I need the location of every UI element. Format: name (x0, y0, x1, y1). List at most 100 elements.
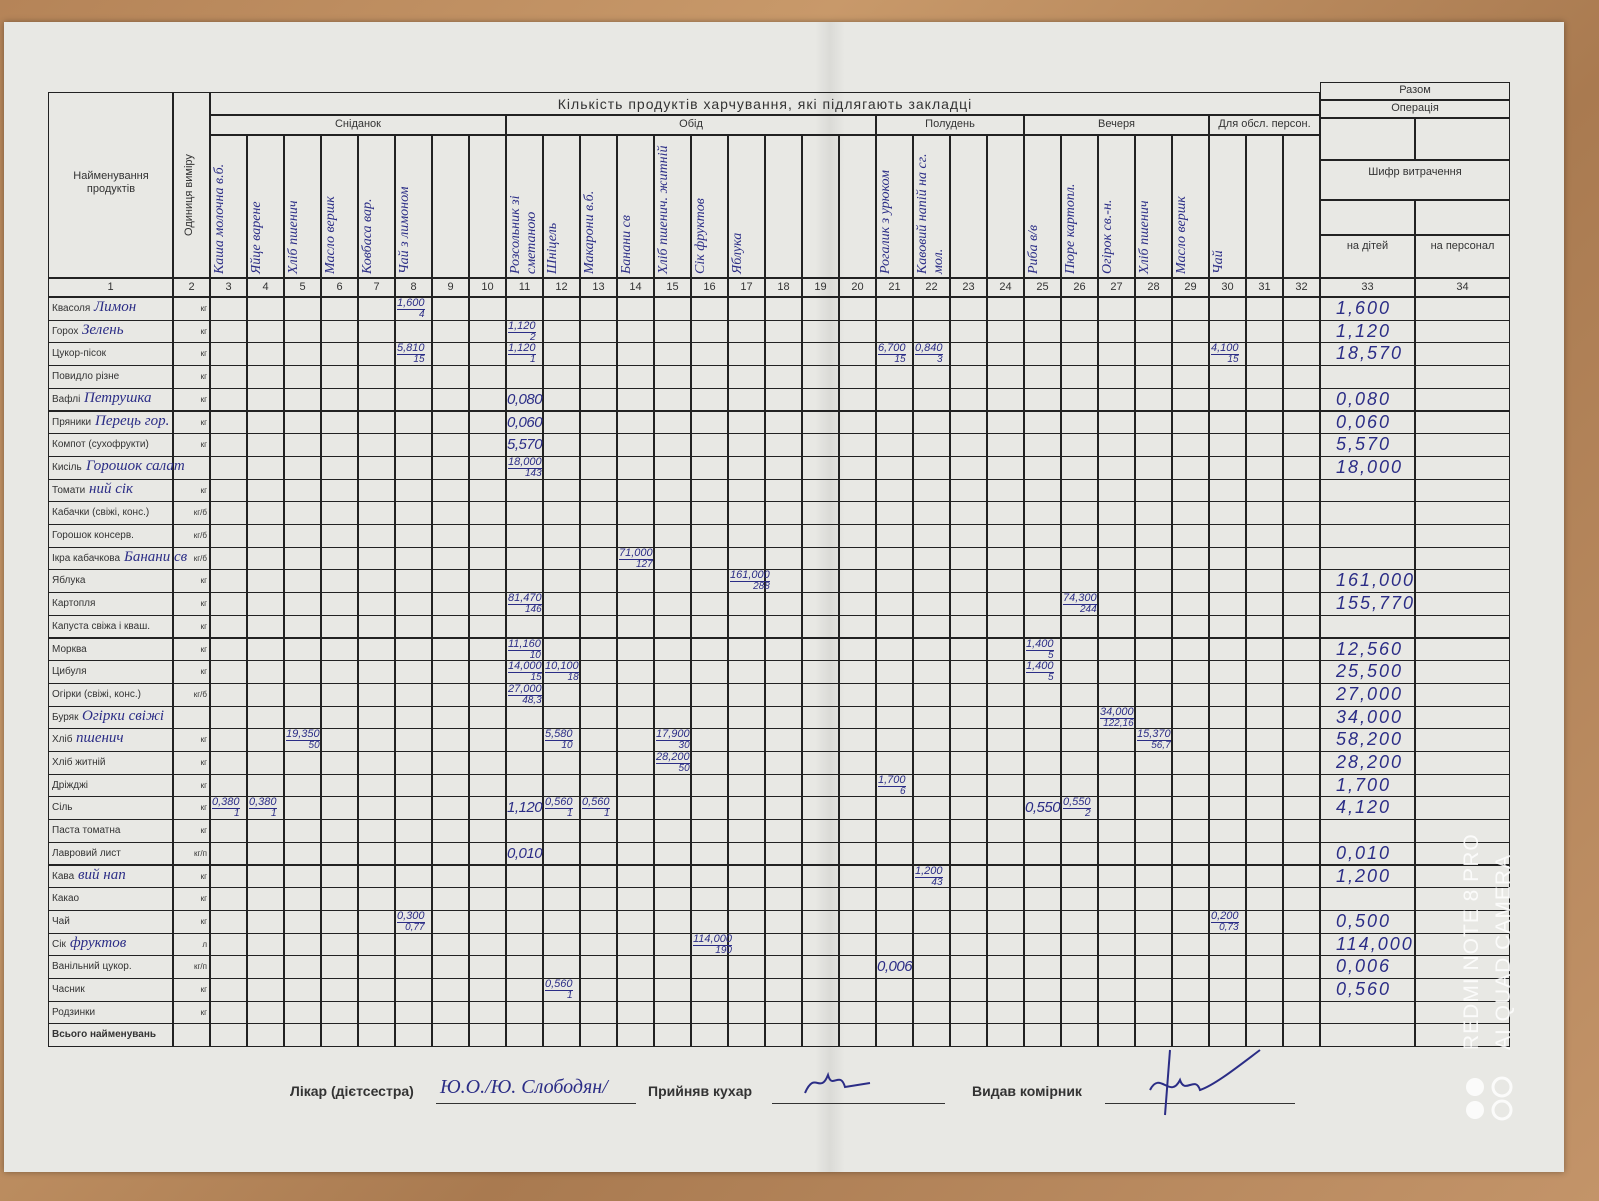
table-cell (802, 887, 839, 911)
column-number: 27 (1110, 281, 1123, 293)
total-for-children: 18,000 (1336, 456, 1404, 477)
table-cell (247, 978, 284, 1002)
table-cell (987, 955, 1024, 979)
table-cell (432, 387, 469, 412)
table-cell (654, 909, 691, 934)
table-cell (1172, 1000, 1209, 1025)
table-cell (1283, 705, 1320, 730)
table-cell (950, 1023, 987, 1048)
table-cell (284, 524, 321, 548)
table-cell (580, 909, 617, 934)
table-cell (580, 841, 617, 866)
column-number-cell (321, 278, 358, 297)
table-cell (432, 660, 469, 684)
table-cell (617, 524, 654, 548)
table-cell (506, 819, 543, 843)
table-cell (913, 569, 950, 594)
quantity-fraction: 1,600 4 (397, 298, 425, 320)
table-cell (802, 569, 839, 594)
table-cell (654, 455, 691, 480)
table-cell (284, 319, 321, 344)
product-unit: кг (200, 916, 207, 926)
table-cell (358, 433, 395, 457)
table-cell (1172, 819, 1209, 843)
table-cell (987, 682, 1024, 707)
quantity-per: 43 (931, 876, 943, 888)
table-cell (395, 864, 432, 889)
quantity-value: 0,560 (545, 978, 573, 991)
dish-column-7 (358, 135, 395, 278)
table-cell (1061, 455, 1098, 480)
table-cell (580, 387, 617, 412)
table-cell (1135, 319, 1172, 344)
quantity-per: 1 (529, 354, 536, 366)
table-cell (506, 614, 543, 639)
table-cell (950, 751, 987, 775)
table-cell (395, 819, 432, 843)
quantity-value: 0,380 (212, 796, 240, 810)
table-cell (210, 909, 247, 934)
table-cell (543, 569, 580, 594)
table-cell (1283, 524, 1320, 548)
table-cell (358, 796, 395, 821)
column-number-cell (1098, 278, 1135, 297)
column-number: 29 (1184, 281, 1197, 293)
dish-column-25 (1024, 135, 1061, 278)
handwritten-product-name: Лимон (94, 299, 137, 315)
table-cell (950, 592, 987, 616)
table-cell (506, 978, 543, 1002)
product-name: Хліб (52, 734, 73, 746)
table-cell (1061, 524, 1098, 548)
total-for-children: 27,000 (1336, 683, 1404, 704)
table-cell (1061, 682, 1098, 707)
table-cell (469, 682, 506, 707)
table-cell (987, 773, 1024, 798)
table-cell (506, 751, 543, 775)
table-cell (358, 978, 395, 1002)
table-cell (1209, 614, 1246, 639)
table-cell (432, 796, 469, 821)
quantity-value: 114,000 (693, 932, 732, 946)
table-cell (765, 705, 802, 730)
table-cell (210, 614, 247, 639)
dish-column-11 (506, 135, 543, 278)
table-cell (1061, 637, 1098, 662)
table-cell (691, 569, 728, 594)
table-cell (395, 1000, 432, 1025)
table-cell (876, 546, 913, 571)
meal-group-0 (210, 115, 506, 135)
quantity-fraction: 4,100 15 (1211, 343, 1239, 365)
table-cell (1246, 751, 1283, 775)
table-cell (580, 864, 617, 889)
table-cell (987, 1000, 1024, 1025)
table-cell (543, 410, 580, 435)
product-unit: кг/п (194, 962, 207, 972)
column-number: 13 (592, 281, 605, 293)
table-cell (580, 932, 617, 957)
product-name: Буряк (52, 711, 79, 723)
table-cell (1061, 932, 1098, 957)
dish-name: Хліб пшенич (1137, 200, 1152, 275)
column-number: 19 (814, 281, 827, 293)
table-cell (913, 955, 950, 979)
total-for-children: 25,500 (1336, 661, 1404, 682)
product-unit: кг (200, 417, 207, 427)
column-number: 7 (373, 281, 380, 293)
table-cell (358, 751, 395, 775)
table-cell (691, 773, 728, 798)
table-cell (543, 365, 580, 389)
table-cell (691, 297, 728, 321)
meal-group-1 (506, 115, 876, 135)
table-cell (284, 365, 321, 389)
table-cell (1024, 909, 1061, 934)
quantity-fraction: 71,000 127 (619, 547, 653, 570)
table-cell (728, 705, 765, 730)
table-cell (1172, 1023, 1209, 1048)
table-cell (1135, 864, 1172, 889)
dish-name: Хліб пшенич. житній (656, 145, 671, 274)
table-cell (432, 365, 469, 389)
table-cell (691, 433, 728, 457)
meal-group-label: Сніданок (334, 118, 381, 130)
column-number-cell (839, 278, 876, 297)
table-cell (1098, 592, 1135, 616)
